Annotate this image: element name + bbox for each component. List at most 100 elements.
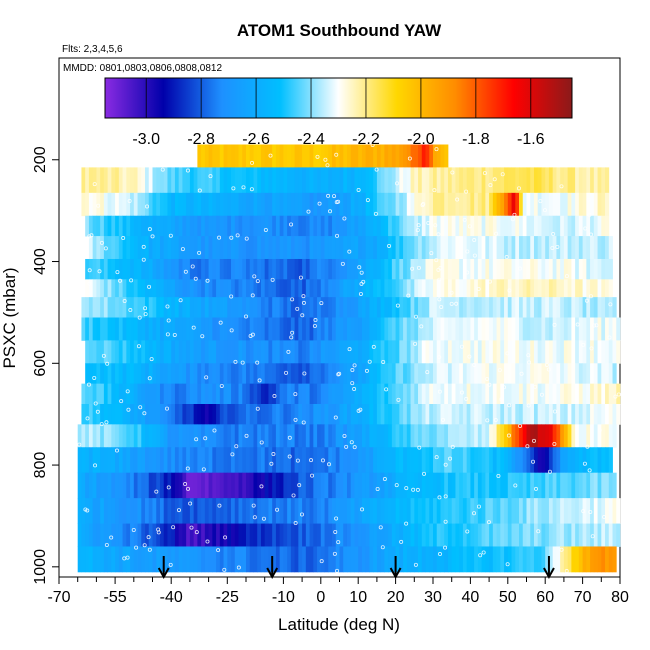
heatmap-cell	[320, 144, 325, 168]
heatmap-cell	[152, 546, 157, 573]
heatmap-cell	[380, 215, 385, 237]
heatmap-cell	[373, 215, 378, 237]
heatmap-cell	[133, 363, 138, 385]
heatmap-cell	[552, 498, 557, 524]
heatmap-cell	[485, 297, 490, 318]
heatmap-cell	[515, 340, 520, 364]
heatmap-cell	[537, 424, 542, 448]
heatmap-cell	[406, 498, 411, 524]
observation-marker	[413, 341, 418, 346]
heatmap-cell	[204, 258, 209, 280]
heatmap-cell	[227, 167, 232, 194]
heatmap-cell	[451, 498, 456, 524]
heatmap-cell	[586, 498, 591, 524]
flight-arrow-head	[266, 567, 279, 580]
heatmap-cell	[560, 383, 565, 405]
heatmap-cell	[231, 279, 236, 298]
heatmap-layer	[85, 258, 613, 280]
heatmap-cell	[227, 236, 232, 260]
heatmap-cell	[545, 297, 550, 318]
heatmap-cell	[257, 404, 262, 425]
heatmap-cell	[305, 523, 310, 547]
observation-marker	[252, 274, 257, 279]
heatmap-cell	[474, 340, 479, 364]
heatmap-cell	[216, 144, 221, 168]
heatmap-cell	[556, 472, 561, 499]
heatmap-cell	[425, 258, 430, 280]
heatmap-cell	[107, 297, 112, 318]
heatmap-cell	[447, 363, 453, 385]
heatmap-cell	[212, 215, 217, 237]
heatmap-cell	[343, 192, 348, 217]
heatmap-cell	[328, 340, 333, 364]
observation-marker	[359, 281, 364, 286]
heatmap-cell	[571, 472, 576, 499]
heatmap-cell	[167, 340, 172, 364]
heatmap-cell	[365, 192, 370, 217]
heatmap-cell	[197, 424, 202, 448]
heatmap-cell	[462, 404, 468, 425]
heatmap-cell	[533, 192, 539, 217]
heatmap-cell	[571, 215, 576, 237]
heatmap-cell	[152, 317, 157, 341]
observation-marker	[185, 466, 190, 471]
heatmap-cell	[605, 167, 610, 194]
heatmap-cell	[216, 447, 221, 474]
heatmap-cell	[171, 215, 176, 237]
heatmap-cell	[279, 447, 284, 474]
observation-marker	[335, 233, 340, 238]
heatmap-cell	[361, 340, 367, 364]
heatmap-cell	[391, 424, 396, 448]
heatmap-cell	[425, 215, 430, 237]
heatmap-cell	[159, 424, 165, 448]
heatmap-cell	[444, 192, 449, 217]
heatmap-cell	[145, 215, 150, 237]
heatmap-cell	[100, 236, 105, 260]
heatmap-cell	[313, 424, 318, 448]
heatmap-cell	[234, 472, 239, 499]
observation-marker	[585, 444, 590, 449]
heatmap-cell	[246, 317, 251, 341]
heatmap-cell	[96, 363, 101, 385]
heatmap-cell	[492, 404, 497, 425]
heatmap-cell	[511, 404, 516, 425]
heatmap-cell	[260, 424, 266, 448]
heatmap-cell	[537, 236, 542, 260]
observation-marker	[190, 264, 195, 269]
heatmap-cell	[425, 144, 430, 168]
observation-marker	[449, 301, 454, 306]
heatmap-cell	[403, 424, 408, 448]
observation-marker	[552, 409, 557, 414]
observation-marker	[467, 354, 472, 359]
heatmap-cell	[156, 424, 161, 448]
heatmap-cell	[305, 279, 310, 298]
heatmap-cell	[376, 404, 382, 425]
heatmap-cell	[358, 167, 363, 194]
heatmap-cell	[234, 546, 239, 573]
heatmap-cell	[219, 383, 224, 405]
heatmap-cell	[122, 424, 127, 448]
heatmap-cell	[118, 472, 123, 499]
heatmap-cell	[77, 447, 82, 474]
heatmap-cell	[444, 340, 449, 364]
heatmap-cell	[186, 167, 191, 194]
heatmap-cell	[268, 192, 273, 217]
heatmap-cell	[593, 447, 598, 474]
heatmap-cell	[212, 144, 217, 168]
heatmap-cell	[530, 498, 535, 524]
heatmap-cell	[103, 424, 109, 448]
heatmap-cell	[571, 447, 576, 474]
heatmap-cell	[567, 340, 572, 364]
observation-marker	[481, 550, 486, 555]
heatmap-cell	[522, 279, 527, 298]
heatmap-cell	[111, 472, 116, 499]
heatmap-cell	[343, 404, 348, 425]
observation-marker	[494, 231, 499, 236]
heatmap-cell	[421, 546, 426, 573]
heatmap-cell	[384, 363, 389, 385]
heatmap-cell	[189, 258, 195, 280]
heatmap-cell	[369, 363, 374, 385]
heatmap-cell	[380, 472, 385, 499]
heatmap-cell	[189, 472, 195, 499]
heatmap-cell	[533, 258, 539, 280]
